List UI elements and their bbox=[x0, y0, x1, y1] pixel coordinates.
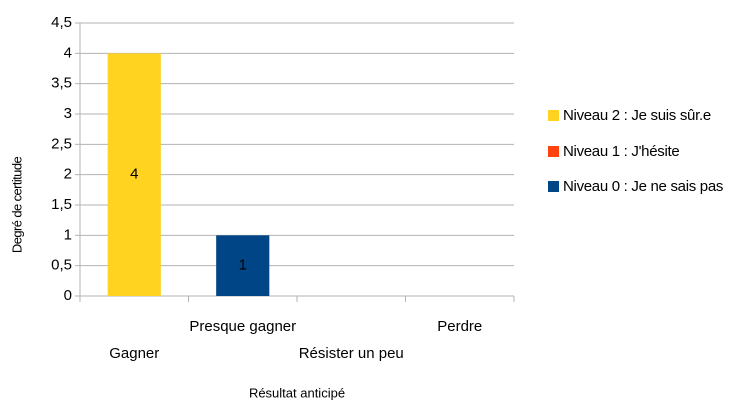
x-tick-label: Résister un peu bbox=[299, 345, 404, 362]
y-tick-label: 1 bbox=[64, 226, 72, 243]
y-tick-label: 3 bbox=[64, 105, 72, 122]
y-tick-label: 3,5 bbox=[51, 75, 72, 92]
legend-swatch bbox=[548, 181, 559, 192]
y-tick-label: 2,5 bbox=[51, 135, 72, 152]
bar-segment bbox=[216, 235, 270, 296]
y-tick-label: 4 bbox=[64, 44, 72, 61]
x-axis-title: Résultat anticipé bbox=[249, 385, 345, 400]
legend-label: Niveau 0 : Je ne sais pas bbox=[563, 178, 723, 195]
legend-label: Niveau 2 : Je suis sûr.e bbox=[563, 107, 711, 124]
y-tick-label: 4,5 bbox=[51, 14, 72, 31]
legend-swatch bbox=[548, 146, 559, 157]
legend-label: Niveau 1 : J'hésite bbox=[563, 143, 679, 160]
x-tick-label: Presque gagner bbox=[189, 318, 296, 335]
y-tick-label: 2 bbox=[64, 166, 72, 183]
y-axis-title: Degré de certitude bbox=[9, 157, 24, 254]
y-tick-label: 0,5 bbox=[51, 257, 72, 274]
data-label: 4 bbox=[130, 166, 138, 183]
x-tick-label: Perdre bbox=[437, 318, 482, 335]
y-tick-label: 0 bbox=[64, 287, 72, 304]
y-tick-label: 1,5 bbox=[51, 196, 72, 213]
x-tick-label: Gagner bbox=[109, 345, 159, 362]
bar-segment bbox=[107, 53, 161, 297]
data-label: 1 bbox=[239, 257, 247, 274]
legend-swatch bbox=[548, 110, 559, 121]
